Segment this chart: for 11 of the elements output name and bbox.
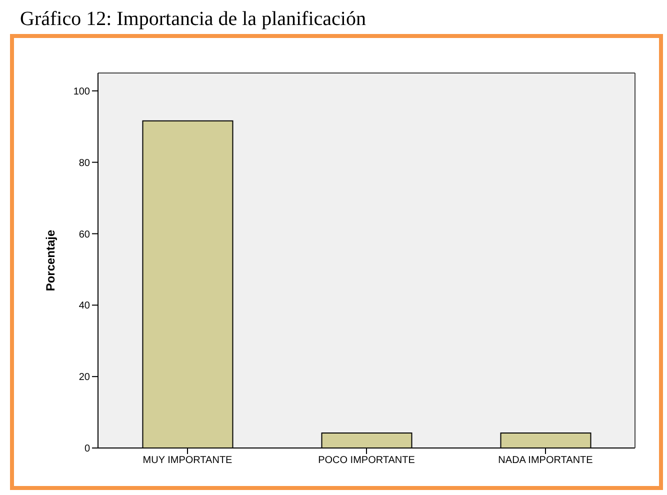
- x-tick-label: NADA IMPORTANTE: [498, 455, 594, 466]
- y-tick-label: 0: [84, 444, 90, 455]
- y-tick-label: 20: [78, 372, 90, 384]
- x-tick-label: POCO IMPORTANTE: [318, 455, 416, 466]
- y-tick-label: 80: [78, 158, 90, 169]
- chart-title: Gráfico 12: Importancia de la planificación: [20, 8, 366, 30]
- y-tick-label: 40: [78, 300, 90, 312]
- y-tick-label: 100: [73, 86, 90, 98]
- y-tick-label: 60: [78, 229, 90, 240]
- y-axis-title: Porcentaje: [43, 229, 58, 292]
- x-tick-label: MUY IMPORTANTE: [142, 455, 233, 466]
